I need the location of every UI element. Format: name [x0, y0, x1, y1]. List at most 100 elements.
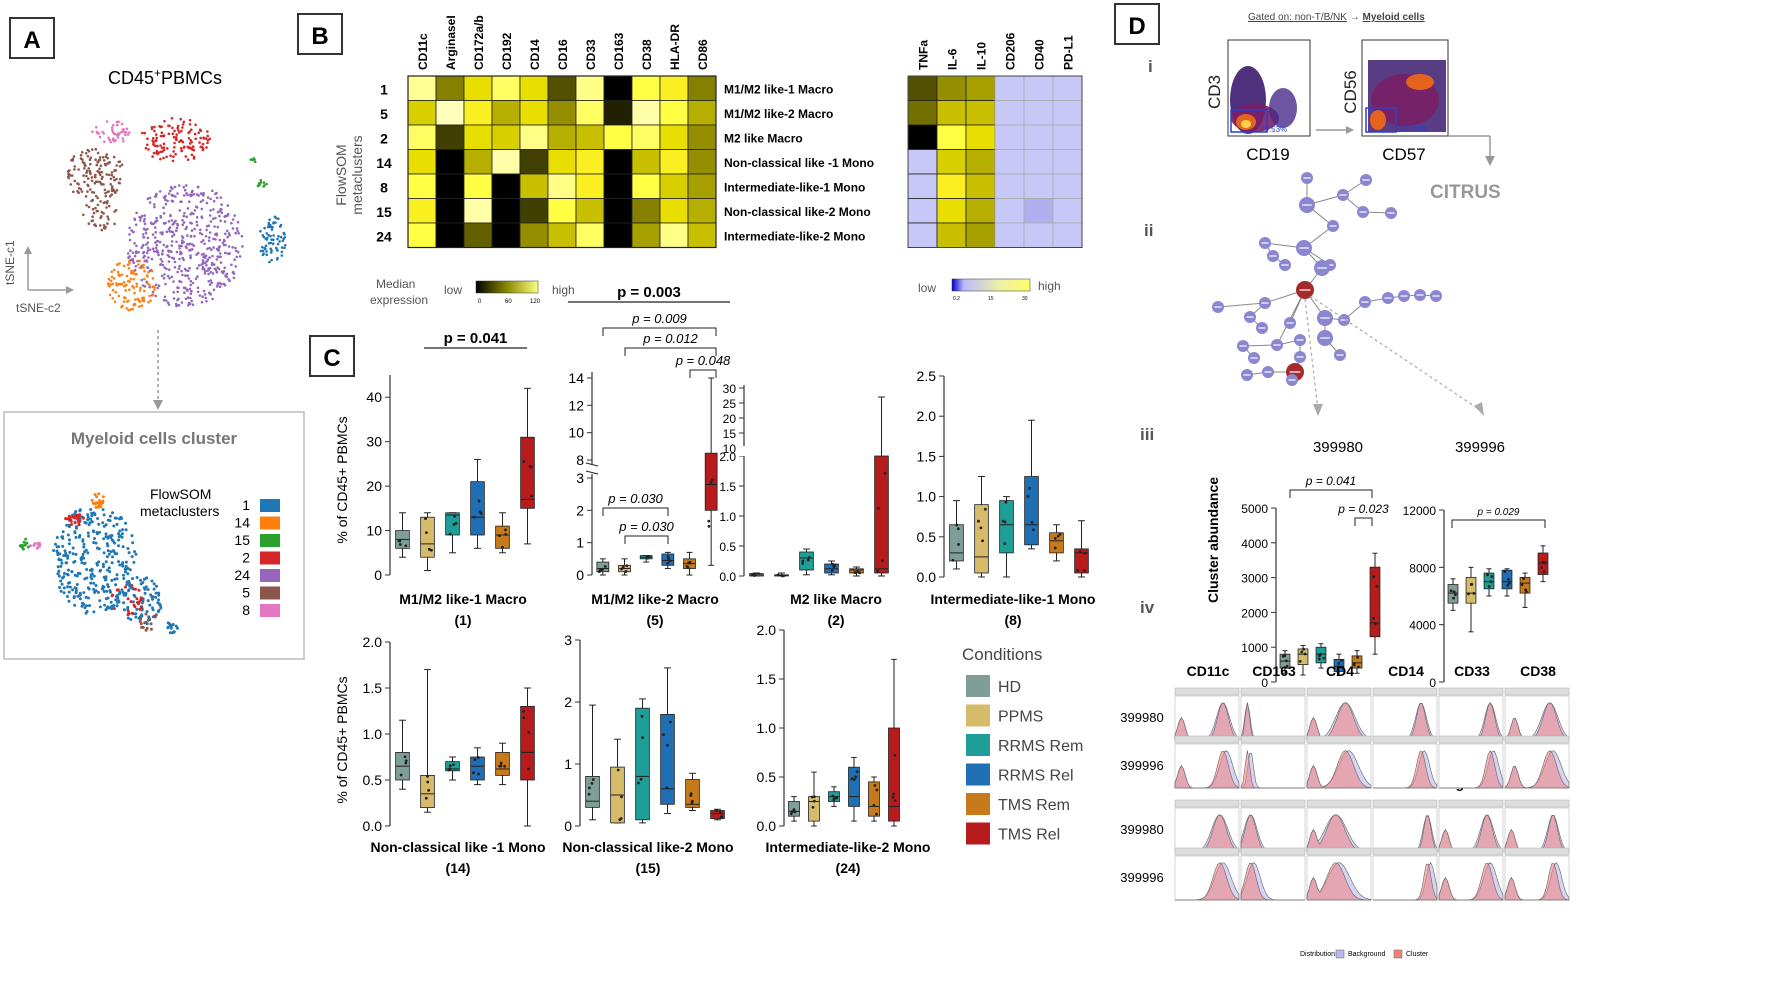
tsne-point: [267, 234, 271, 237]
heatmap: CD11c ArginaseI CD172a/b CD192 CD14 CD16 CD33 C…: [376, 15, 1083, 249]
tsne-point: [196, 251, 200, 255]
tsne-point: [97, 132, 100, 135]
tsne-point: [139, 582, 143, 586]
data-point: [877, 506, 880, 510]
tsne-point: [152, 151, 156, 155]
tsne-point: [126, 252, 130, 255]
condition-swatch: [966, 704, 990, 727]
density-strip: [1306, 735, 1372, 744]
data-point: [1302, 647, 1306, 651]
tsne-point: [73, 168, 76, 171]
tsne-point: [195, 224, 199, 227]
data-point: [1542, 570, 1546, 574]
tsne-point: [80, 190, 84, 193]
data-point: [527, 731, 531, 734]
tsne-point: [203, 269, 207, 273]
tsne-point: [66, 533, 70, 537]
tsne-point: [160, 131, 164, 134]
tsne-point: [122, 264, 126, 268]
tsne-point: [146, 266, 150, 270]
tsne-point: [120, 122, 124, 126]
tsne-point: [67, 172, 71, 176]
tsne-point: [127, 612, 131, 616]
tsne-point: [138, 289, 142, 292]
data-point: [504, 528, 507, 532]
tsne-point: [136, 259, 139, 263]
tsne-point: [125, 583, 129, 586]
colorbar-right-tick-0: 0.2: [953, 296, 960, 302]
tsne-point: [166, 274, 170, 278]
tsne-point: [133, 291, 136, 295]
tsne-point: [118, 160, 122, 163]
box: [520, 706, 535, 781]
tsne-point: [112, 524, 116, 528]
p-value: p = 0.048: [675, 353, 731, 368]
cluster-density: [1240, 750, 1305, 789]
tsne-point: [128, 131, 131, 134]
tsne-axis-y-head: [24, 246, 32, 254]
tsne-point: [134, 223, 138, 227]
tsne-point: [174, 624, 178, 628]
tsne-point: [128, 233, 131, 236]
y-tick-label: 2: [564, 694, 572, 710]
tsne-point: [78, 593, 82, 597]
tsne-point: [151, 290, 155, 294]
data-point: [1374, 622, 1377, 626]
box: [660, 714, 675, 805]
tsne-point: [168, 230, 171, 233]
tsne-point: [170, 219, 174, 222]
tsne-point: [164, 198, 167, 202]
y-tick-label: 12: [568, 397, 584, 413]
data-point: [399, 773, 403, 777]
tsne-point: [25, 541, 29, 545]
tsne-point: [128, 226, 131, 230]
box: [596, 561, 610, 573]
tsne-point: [95, 180, 98, 183]
tsne-point: [208, 231, 212, 234]
tsne-point: [212, 208, 215, 211]
p-value: p = 0.030: [607, 491, 663, 506]
tsne-point: [74, 589, 78, 593]
tsne-point: [113, 300, 117, 304]
tsne-point: [234, 265, 237, 268]
tsne-point: [99, 568, 103, 572]
data-point: [957, 543, 960, 546]
tsne-point: [172, 257, 176, 260]
tsne-point: [64, 551, 68, 555]
p-bracket: [689, 369, 717, 378]
tsne-point: [165, 245, 168, 249]
tsne-point: [231, 227, 235, 230]
tsne-point: [104, 575, 108, 579]
y-tick-label: 2.0: [719, 450, 736, 464]
tsne-point: [190, 140, 193, 144]
tsne-point: [144, 585, 148, 589]
tsne-point: [211, 189, 214, 193]
myeloid-box: [3, 411, 305, 660]
tsne-point: [127, 308, 130, 312]
tsne-point: [201, 267, 205, 271]
data-point: [833, 796, 837, 800]
tsne-point: [100, 210, 104, 214]
tsne-point: [56, 553, 60, 557]
tsne-point: [179, 252, 182, 256]
tsne-point: [208, 256, 211, 259]
tsne-point: [124, 585, 127, 589]
heatmap-cell: [603, 100, 633, 126]
tsne-point: [143, 131, 146, 135]
box: [849, 568, 864, 574]
tsne-point: [155, 136, 158, 140]
tsne-point: [166, 625, 170, 629]
data-point: [1083, 569, 1086, 572]
tsne-point: [101, 156, 105, 159]
tsne-point: [143, 214, 146, 217]
tsne-point: [197, 264, 201, 267]
tsne-point: [223, 266, 226, 270]
tsne-point: [214, 192, 217, 196]
y-tick-label: 1.5: [917, 448, 937, 464]
heatmap-cell: [994, 75, 1025, 101]
tsne-point: [189, 234, 193, 238]
heatmap-cell: [1052, 100, 1083, 126]
tsne-point: [194, 205, 198, 208]
data-point: [404, 761, 408, 765]
